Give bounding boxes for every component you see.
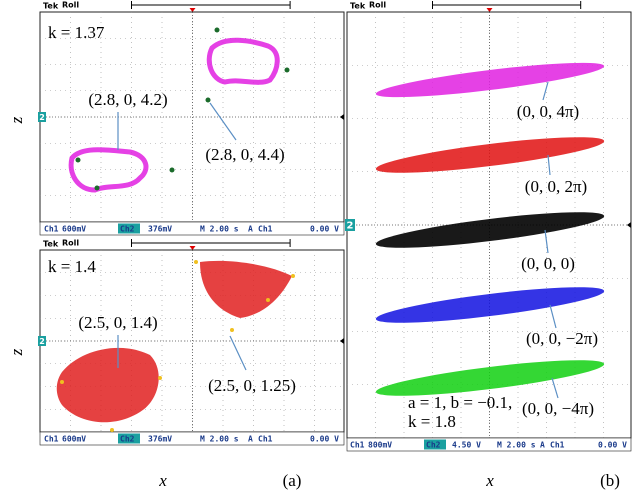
caption: (a) [283, 471, 302, 490]
point [206, 98, 211, 103]
status-ch1-scale: 600mV [62, 225, 86, 234]
status-trigger: A [248, 225, 253, 234]
status-ch2: Ch2 [120, 435, 135, 444]
point [285, 68, 290, 73]
point [266, 298, 270, 302]
point [60, 380, 64, 384]
status-ch2: Ch2 [120, 225, 135, 234]
status-ch2-scale: 376mV [148, 225, 172, 234]
figure: TekRoll2Ch1600mVCh2376mVM 2.00 sACh10.00… [0, 0, 632, 497]
annotation: (0, 0, −2π) [526, 329, 598, 348]
status-trigger: A [248, 435, 253, 444]
axis-label: x [485, 471, 494, 490]
axis-label: z [7, 348, 26, 356]
status-trigger-level: 0.00 V [310, 435, 339, 444]
status-time: M 2.00 s [200, 435, 239, 444]
axis-label: x [158, 471, 167, 490]
status-trigger-source: Ch1 [550, 441, 565, 450]
channel-marker: 2 [39, 113, 45, 122]
status-ch1: Ch1 [350, 441, 365, 450]
brand: Tek [43, 2, 59, 11]
point [95, 186, 100, 191]
status-trigger-level: 0.00 V [598, 441, 627, 450]
panel-label: k = 1.4 [48, 257, 96, 276]
panel-label: k = 1.37 [48, 23, 105, 42]
panel-label: k = 1.8 [408, 412, 456, 431]
status-ch2-scale: 376mV [148, 435, 172, 444]
point [230, 328, 234, 332]
channel-marker: 2 [347, 221, 354, 232]
annotation: (0, 0, 4π) [517, 102, 579, 121]
status-ch1-scale: 800mV [368, 441, 392, 450]
point [110, 428, 114, 432]
annotation: (0, 0, 0) [521, 254, 575, 273]
status-ch2: Ch2 [426, 441, 441, 450]
status-ch2-scale: 4.50 V [452, 441, 481, 450]
status-trigger-source: Ch1 [258, 435, 273, 444]
annotation: (2.8, 0, 4.4) [205, 145, 284, 164]
mode: Roll [369, 1, 386, 10]
panel-label: a = 1, b = −0.1, [408, 393, 512, 412]
channel-marker: 2 [39, 337, 45, 346]
point [170, 168, 175, 173]
brand: Tek [43, 240, 59, 249]
axis-label: z [7, 116, 26, 124]
annotation: (2.5, 0, 1.4) [78, 313, 157, 332]
point [291, 274, 295, 278]
status-ch1: Ch1 [44, 435, 59, 444]
point [158, 376, 162, 380]
annotation: (0, 0, 2π) [525, 177, 587, 196]
status-trigger: A [540, 441, 545, 450]
point [215, 28, 220, 33]
brand: Tek [350, 2, 366, 11]
status-time: M 2.00 s [200, 225, 239, 234]
status-trigger-source: Ch1 [258, 225, 273, 234]
status-trigger-level: 0.00 V [310, 225, 339, 234]
mode: Roll [62, 1, 79, 10]
annotation: (0, 0, −4π) [522, 399, 594, 418]
status-ch1-scale: 600mV [62, 435, 86, 444]
status-time: M 2.00 s [497, 441, 536, 450]
mode: Roll [62, 239, 79, 248]
annotation: (2.5, 0, 1.25) [208, 376, 296, 395]
point [194, 260, 198, 264]
annotation: (2.8, 0, 4.2) [88, 90, 167, 109]
caption: (b) [600, 471, 620, 490]
status-ch1: Ch1 [44, 225, 59, 234]
point [76, 158, 81, 163]
